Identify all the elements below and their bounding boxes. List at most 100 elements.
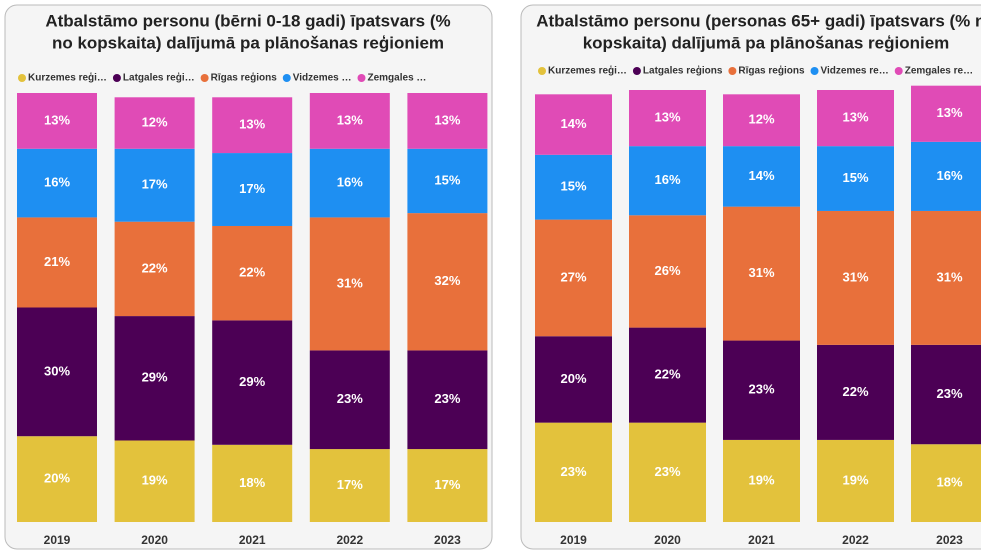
- bar-segment: [629, 215, 706, 328]
- legend-label: Kurzemes reģi…: [548, 64, 627, 77]
- legend-label: Rīgas reģions: [738, 64, 805, 77]
- bar-segment: [723, 94, 800, 147]
- bar-segment: [911, 141, 981, 211]
- value-label: 17%: [142, 177, 168, 192]
- bar-segment: [114, 148, 195, 222]
- value-label: 32%: [434, 273, 460, 288]
- value-label: 13%: [936, 105, 962, 120]
- bar-segment: [535, 94, 612, 155]
- bar-segment: [817, 210, 894, 345]
- value-label: 29%: [142, 370, 168, 385]
- x-tick-label: 2019: [44, 533, 71, 547]
- value-label: 13%: [337, 112, 363, 127]
- bar-segment: [212, 320, 293, 445]
- bar-segment: [407, 213, 488, 351]
- bar-segment: [309, 93, 390, 149]
- value-label: 23%: [434, 391, 460, 406]
- bar-segment: [17, 93, 97, 149]
- legend-label: Rīgas reģions: [211, 71, 278, 84]
- bar-segment: [911, 444, 981, 522]
- legend-marker: [632, 67, 641, 75]
- chart: Atbalstāmo personu (personas 65+ gadi) ī…: [520, 4, 981, 550]
- legend-label: Latgales reģions: [643, 64, 723, 77]
- bar-segment: [17, 436, 97, 522]
- value-label: 14%: [748, 168, 774, 183]
- bar-segment: [817, 90, 894, 147]
- bar-segment: [723, 146, 800, 207]
- x-tick-label: 2023: [936, 533, 963, 547]
- bar-segment: [817, 146, 894, 211]
- legend-label: Zemgales …: [368, 73, 427, 84]
- bar-segment: [407, 93, 488, 149]
- bar-segment: [629, 90, 706, 147]
- bar-segment: [309, 217, 390, 351]
- value-label: 13%: [239, 117, 265, 132]
- x-tick-label: 2020: [141, 533, 168, 547]
- value-label: 20%: [44, 471, 70, 486]
- value-label: 17%: [434, 477, 460, 492]
- value-label: 27%: [560, 269, 586, 284]
- bar-segment: [407, 350, 488, 450]
- bar-segment: [309, 449, 390, 522]
- value-label: 22%: [842, 384, 868, 399]
- value-label: 19%: [748, 472, 774, 487]
- x-tick-label: 2022: [842, 533, 869, 547]
- bar-segment: [212, 153, 293, 226]
- x-tick-label: 2019: [560, 533, 587, 547]
- legend-marker: [200, 74, 209, 82]
- value-label: 31%: [842, 269, 868, 284]
- bar-segment: [817, 344, 894, 440]
- chart-title: Atbalstāmo personu (personas 65+ gadi) ī…: [536, 11, 981, 30]
- value-label: 23%: [560, 464, 586, 479]
- x-tick-label: 2021: [748, 533, 775, 547]
- value-label: 19%: [842, 472, 868, 487]
- value-label: 21%: [44, 254, 70, 269]
- legend-label: Vidzemes re…: [821, 66, 889, 77]
- legend-marker: [894, 67, 903, 75]
- bar-segment: [723, 206, 800, 341]
- bar-segment: [535, 219, 612, 337]
- bar-segment: [309, 148, 390, 218]
- bar-segment: [114, 97, 195, 149]
- bar-segment: [114, 440, 195, 522]
- value-label: 13%: [654, 110, 680, 125]
- bar-segment: [535, 336, 612, 423]
- bar-segment: [309, 350, 390, 450]
- value-label: 23%: [936, 386, 962, 401]
- bar-segment: [911, 85, 981, 142]
- bar-segment: [817, 439, 894, 522]
- legend-marker: [810, 67, 819, 75]
- bar-segment: [723, 439, 800, 522]
- bar-segment: [535, 154, 612, 220]
- value-label: 26%: [654, 263, 680, 278]
- value-label: 31%: [337, 275, 363, 290]
- value-label: 23%: [654, 464, 680, 479]
- bar-segment: [723, 340, 800, 440]
- value-label: 12%: [748, 112, 774, 127]
- legend-marker: [282, 74, 291, 82]
- chart-title: Atbalstāmo personu (bērni 0-18 gadi) īpa…: [45, 11, 450, 30]
- value-label: 14%: [560, 116, 586, 131]
- value-label: 20%: [560, 371, 586, 386]
- bar-segment: [535, 422, 612, 522]
- x-tick-label: 2021: [239, 533, 266, 547]
- value-label: 18%: [936, 475, 962, 490]
- bar-segment: [17, 148, 97, 218]
- value-label: 31%: [936, 269, 962, 284]
- value-label: 17%: [239, 181, 265, 196]
- legend-marker: [538, 67, 546, 75]
- value-label: 31%: [748, 265, 774, 280]
- value-label: 15%: [434, 172, 460, 187]
- value-label: 22%: [654, 367, 680, 382]
- bar-segment: [114, 221, 195, 317]
- value-label: 16%: [44, 175, 70, 190]
- legend-label: Latgales reģi…: [123, 71, 195, 84]
- bar-segment: [17, 307, 97, 437]
- value-label: 17%: [337, 477, 363, 492]
- bar-segment: [407, 449, 488, 522]
- chart-title: no kopskaita) dalījumā pa plānošanas reģ…: [52, 33, 444, 52]
- bar-segment: [212, 97, 293, 154]
- bar-segment: [911, 344, 981, 445]
- chart-title: kopskaita) dalījumā pa plānošanas reģion…: [583, 33, 950, 52]
- legend-marker: [18, 74, 26, 82]
